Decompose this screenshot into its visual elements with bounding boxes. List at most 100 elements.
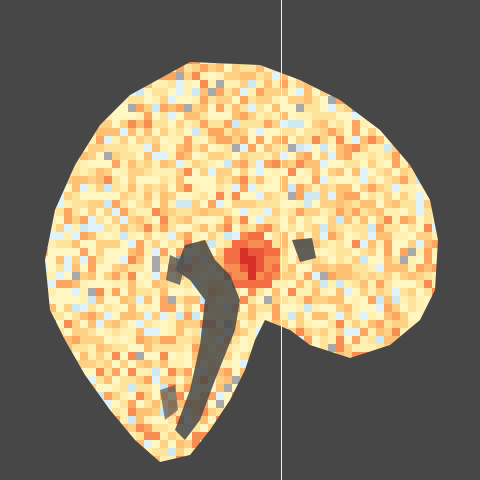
voxel (320, 224, 328, 232)
voxel (224, 80, 232, 88)
voxel (184, 320, 192, 328)
voxel (352, 120, 360, 128)
voxel (320, 288, 328, 296)
voxel (296, 160, 304, 168)
voxel (376, 216, 384, 224)
voxel (376, 224, 384, 232)
voxel (88, 136, 96, 144)
voxel (288, 272, 296, 280)
voxel (312, 200, 320, 208)
voxel (272, 144, 280, 152)
voxel (112, 280, 120, 288)
voxel (280, 168, 288, 176)
voxel (272, 248, 280, 256)
voxel (200, 216, 208, 224)
voxel (248, 264, 256, 272)
voxel (136, 168, 144, 176)
voxel (312, 96, 320, 104)
voxel (384, 320, 392, 328)
voxel (248, 208, 256, 216)
voxel (224, 344, 232, 352)
voxel (416, 224, 424, 232)
voxel (376, 208, 384, 216)
voxel (176, 128, 184, 136)
voxel (208, 416, 216, 424)
voxel (56, 272, 64, 280)
voxel (216, 136, 224, 144)
voxel (360, 216, 368, 224)
voxel (216, 400, 224, 408)
voxel (136, 376, 144, 384)
voxel (264, 256, 272, 264)
voxel (96, 152, 104, 160)
voxel (152, 144, 160, 152)
voxel (368, 272, 376, 280)
voxel (80, 304, 88, 312)
voxel (240, 184, 248, 192)
voxel (128, 296, 136, 304)
voxel (224, 360, 232, 368)
voxel (280, 160, 288, 168)
voxel (336, 328, 344, 336)
voxel (72, 344, 80, 352)
voxel (96, 216, 104, 224)
voxel (144, 168, 152, 176)
brainstem-gap (175, 240, 240, 440)
voxel (232, 64, 240, 72)
voxel (408, 248, 416, 256)
voxel (352, 184, 360, 192)
voxel (400, 328, 408, 336)
voxel (88, 208, 96, 216)
voxel (400, 320, 408, 328)
voxel (280, 264, 288, 272)
voxel (184, 384, 192, 392)
voxel (248, 272, 256, 280)
voxel (128, 152, 136, 160)
voxel (320, 120, 328, 128)
voxel (72, 232, 80, 240)
voxel (344, 288, 352, 296)
voxel (232, 136, 240, 144)
voxel (104, 160, 112, 168)
voxel (128, 104, 136, 112)
voxel (224, 144, 232, 152)
voxel (200, 224, 208, 232)
voxel (176, 432, 184, 440)
voxel (200, 304, 208, 312)
voxel (104, 232, 112, 240)
gap (166, 255, 185, 285)
voxel (192, 288, 200, 296)
voxel (56, 208, 64, 216)
voxel (176, 440, 184, 448)
voxel (424, 208, 432, 216)
voxel (200, 168, 208, 176)
voxel (256, 232, 264, 240)
voxel (152, 272, 160, 280)
voxel (160, 256, 168, 264)
voxel (136, 216, 144, 224)
voxel (72, 336, 80, 344)
voxel (248, 184, 256, 192)
voxel (128, 392, 136, 400)
voxel (176, 376, 184, 384)
voxel (240, 224, 248, 232)
voxel (328, 344, 336, 352)
voxel (72, 224, 80, 232)
voxel (248, 112, 256, 120)
voxel (168, 104, 176, 112)
voxel (96, 296, 104, 304)
voxel (184, 184, 192, 192)
voxel (352, 136, 360, 144)
voxel (192, 120, 200, 128)
voxel (232, 112, 240, 120)
voxel (320, 280, 328, 288)
voxel (224, 168, 232, 176)
voxel (320, 160, 328, 168)
voxel (160, 432, 168, 440)
voxel (304, 160, 312, 168)
voxel (224, 128, 232, 136)
voxel (320, 344, 328, 352)
voxel (192, 64, 200, 72)
voxel (216, 368, 224, 376)
voxel (320, 192, 328, 200)
